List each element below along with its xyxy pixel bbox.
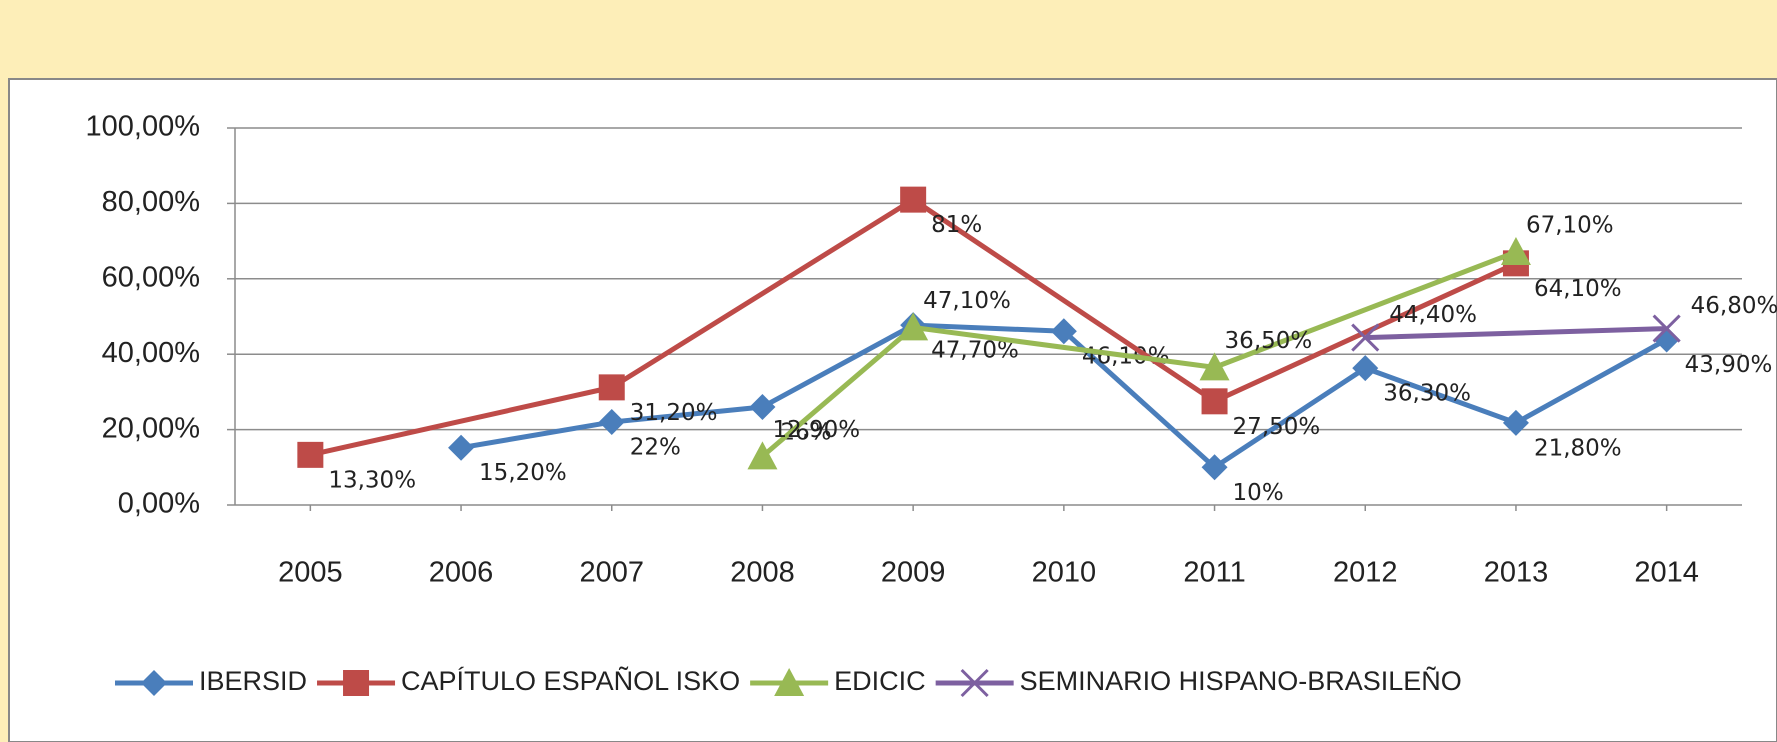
x-tick-label: 2008 bbox=[730, 557, 795, 589]
x-tick-label: 2005 bbox=[278, 557, 343, 589]
legend-marker bbox=[141, 670, 167, 696]
legend-marker bbox=[343, 670, 370, 696]
point bbox=[1502, 409, 1529, 436]
y-tick-label: 0,00% bbox=[118, 488, 200, 520]
data-label: 64,10% bbox=[1534, 276, 1622, 302]
y-tick-label: 80,00% bbox=[102, 186, 200, 218]
point bbox=[598, 409, 625, 436]
data-label: 44,40% bbox=[1389, 302, 1477, 328]
x-tick-label: 2010 bbox=[1032, 557, 1097, 589]
point bbox=[1351, 323, 1380, 352]
x-tick-label: 2011 bbox=[1183, 557, 1245, 589]
x-tick-label: 2012 bbox=[1333, 557, 1398, 589]
point bbox=[898, 312, 929, 341]
point bbox=[448, 434, 475, 461]
legend-marker bbox=[960, 668, 989, 698]
data-label: 46,80% bbox=[1691, 293, 1777, 319]
data-label: 43,90% bbox=[1685, 352, 1773, 378]
data-label: 47,10% bbox=[923, 288, 1011, 314]
y-tick-label: 20,00% bbox=[102, 412, 200, 444]
series-line bbox=[760, 249, 1517, 459]
point bbox=[1201, 454, 1228, 481]
point bbox=[1500, 237, 1531, 266]
legend-marker bbox=[774, 668, 805, 696]
series-line bbox=[1365, 326, 1667, 341]
point bbox=[1652, 314, 1681, 343]
x-tick-label: 2007 bbox=[579, 557, 644, 589]
x-tick-label: 2006 bbox=[429, 557, 494, 589]
point bbox=[747, 441, 778, 470]
data-label: 21,80% bbox=[1534, 435, 1622, 461]
data-label: 67,10% bbox=[1526, 213, 1614, 239]
point bbox=[1199, 352, 1230, 381]
y-tick-label: 60,00% bbox=[102, 261, 200, 293]
data-label: 27,50% bbox=[1233, 414, 1321, 440]
data-label: 22% bbox=[630, 435, 681, 461]
point bbox=[598, 374, 625, 401]
data-label: 36,50% bbox=[1225, 328, 1313, 354]
y-tick-label: 100,00% bbox=[86, 111, 201, 143]
data-label: 81% bbox=[931, 212, 982, 238]
x-tick-label: 2014 bbox=[1634, 557, 1699, 589]
point bbox=[297, 441, 324, 468]
x-tick-label: 2013 bbox=[1484, 557, 1549, 589]
legend-label: IBERSID bbox=[199, 666, 307, 696]
y-tick-label: 40,00% bbox=[102, 337, 200, 369]
data-label: 12,90% bbox=[772, 417, 860, 443]
point bbox=[749, 393, 776, 420]
point bbox=[1201, 388, 1228, 415]
chart-area bbox=[8, 78, 1777, 742]
data-label: 36,30% bbox=[1383, 381, 1471, 407]
point bbox=[1352, 355, 1379, 382]
data-label: 10% bbox=[1233, 480, 1284, 506]
data-label: 31,20% bbox=[630, 400, 718, 426]
data-label: 15,20% bbox=[479, 460, 567, 486]
legend-label: CAPÍTULO ESPAÑOL ISKO bbox=[401, 665, 740, 696]
x-tick-label: 2009 bbox=[881, 557, 946, 589]
point bbox=[1050, 318, 1077, 345]
legend-label: SEMINARIO HISPANO-BRASILEÑO bbox=[1020, 665, 1462, 696]
legend-label: EDICIC bbox=[834, 666, 926, 696]
data-label: 13,30% bbox=[328, 467, 416, 493]
point bbox=[900, 186, 927, 213]
